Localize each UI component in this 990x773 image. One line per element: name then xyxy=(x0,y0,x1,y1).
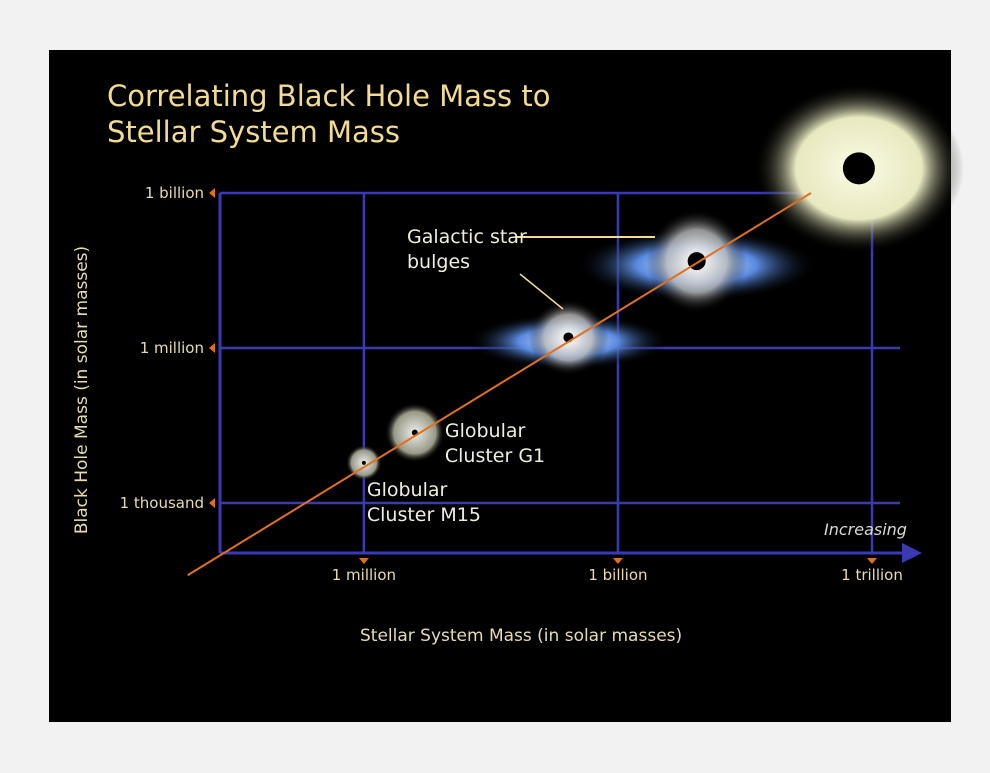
y-tick-label: 1 thousand xyxy=(120,494,204,512)
annotation: Globular Cluster M15 xyxy=(366,478,481,526)
leader-line xyxy=(519,273,564,310)
trend-line xyxy=(187,192,812,577)
annotation: Globular Cluster G1 xyxy=(444,419,546,467)
x-axis-label: Stellar System Mass (in solar masses) xyxy=(360,626,683,646)
tick-mark xyxy=(209,498,215,509)
tick-mark xyxy=(209,188,215,198)
tick-mark xyxy=(867,558,878,564)
y-tick-label: 1 million xyxy=(140,339,204,357)
x-tick-label: 1 trillion xyxy=(841,566,903,584)
x-tick-label: 1 million xyxy=(331,566,397,584)
x-tick-label: 1 billion xyxy=(588,566,648,584)
x-axis-arrow xyxy=(902,543,922,563)
tick-mark xyxy=(209,343,215,354)
tick-mark xyxy=(612,558,623,564)
point xyxy=(842,152,875,185)
chart-title: Correlating Black Hole Mass to Stellar S… xyxy=(107,79,551,149)
y-tick-label: 1 billion xyxy=(145,184,204,202)
annotation: Galactic star bulges xyxy=(407,226,527,273)
point xyxy=(361,460,366,465)
y-axis-label: Black Hole Mass (in solar masses) xyxy=(72,245,92,535)
axis-note: Increasing xyxy=(824,520,907,539)
tick-mark xyxy=(358,558,369,564)
